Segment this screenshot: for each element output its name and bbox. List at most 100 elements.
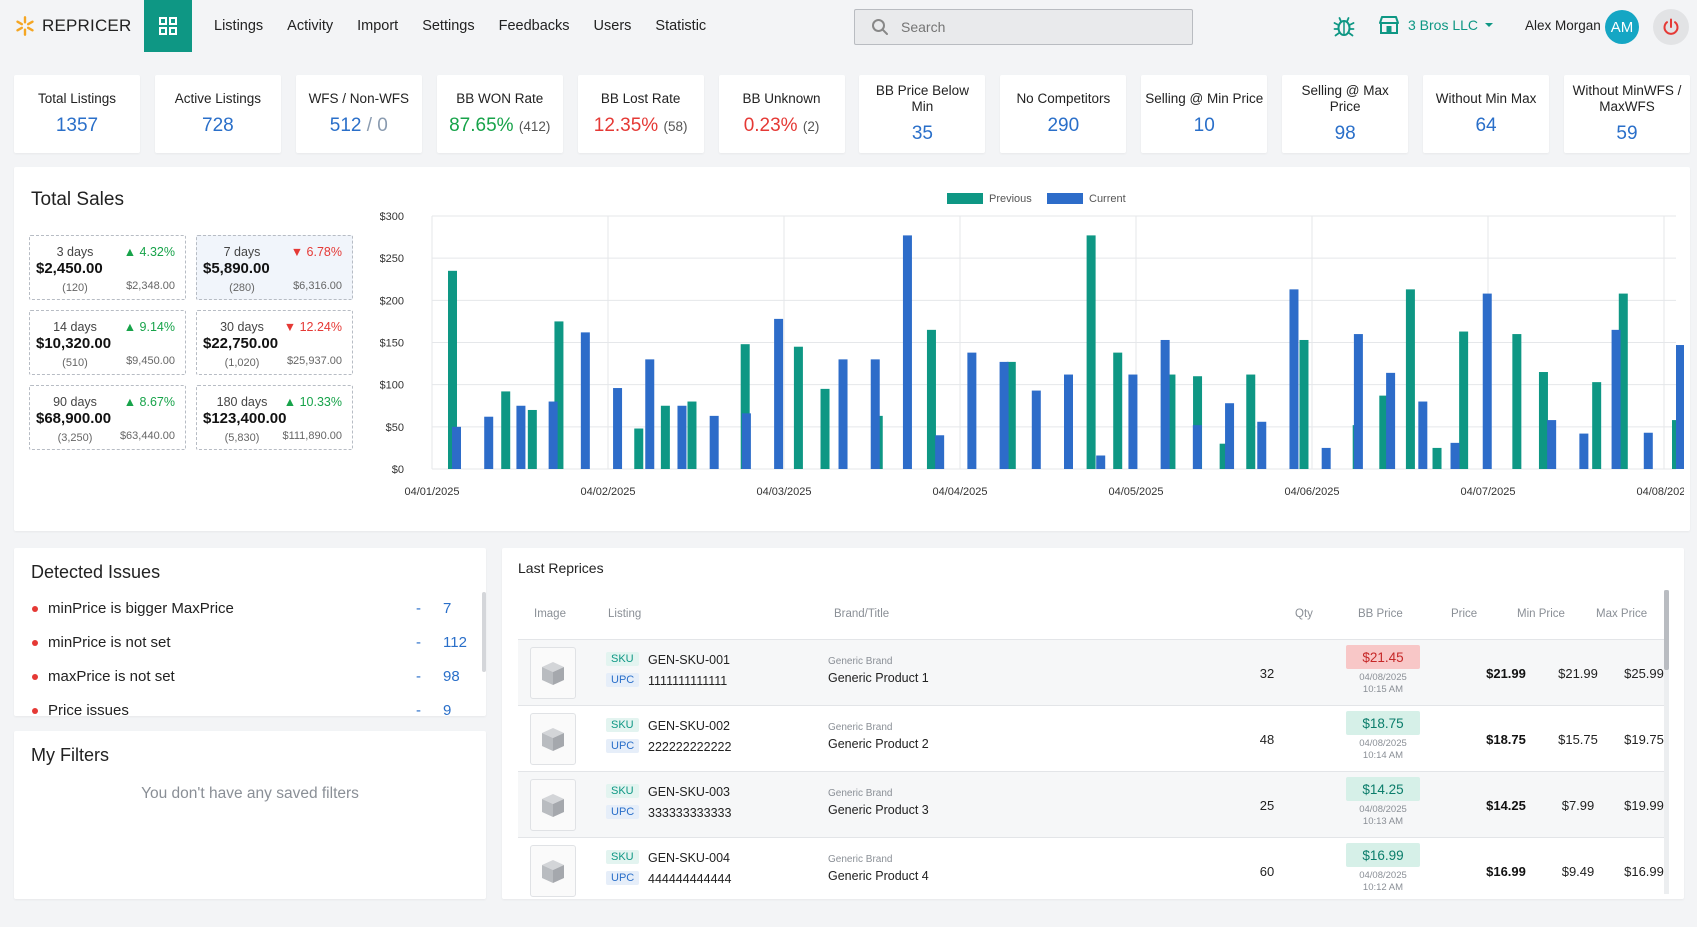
x-tick-label: 04/01/2025 bbox=[404, 486, 459, 498]
bb-price-badge: $16.99 bbox=[1346, 843, 1420, 867]
stat-without-minwfs-maxwfs[interactable]: Without MinWFS / MaxWFS 59 bbox=[1563, 75, 1690, 153]
sales-period-14-days[interactable]: 14 days ▲ 9.14% $10,320.00 (510) $9,450.… bbox=[29, 310, 186, 375]
nav-settings[interactable]: Settings bbox=[422, 18, 475, 34]
nav-feedbacks[interactable]: Feedbacks bbox=[498, 18, 570, 34]
nav-statistic[interactable]: Statistic bbox=[655, 18, 707, 34]
issue-separator: - bbox=[416, 634, 421, 651]
product-title[interactable]: Generic Product 1 bbox=[828, 671, 929, 685]
column-header-min-price[interactable]: Min Price bbox=[1517, 608, 1565, 620]
user-name[interactable]: Alex Morgan bbox=[1525, 18, 1601, 33]
stat-label: WFS / Non-WFS bbox=[308, 91, 410, 106]
issues-scrollbar[interactable] bbox=[482, 592, 486, 672]
period-count: (510) bbox=[62, 357, 88, 369]
product-title[interactable]: Generic Product 3 bbox=[828, 803, 929, 817]
bar-current bbox=[902, 235, 912, 469]
column-header-max-price[interactable]: Max Price bbox=[1596, 608, 1648, 620]
column-header-image[interactable]: Image bbox=[534, 608, 566, 620]
column-header-listing[interactable]: Listing bbox=[608, 608, 642, 620]
app-name: REPRICER bbox=[42, 16, 132, 35]
bar-current bbox=[999, 361, 1009, 469]
x-tick-label: 04/07/2025 bbox=[1460, 486, 1515, 498]
stat-without-min-max[interactable]: Without Min Max 64 bbox=[1423, 75, 1550, 153]
issue-item[interactable]: minPrice is bigger MaxPrice - 7 bbox=[32, 600, 472, 617]
bar-current bbox=[516, 405, 526, 469]
product-qty: 48 bbox=[1259, 732, 1275, 747]
avatar[interactable]: AM bbox=[1605, 10, 1639, 44]
product-qty: 25 bbox=[1259, 798, 1275, 813]
issue-item[interactable]: minPrice is not set - 112 bbox=[32, 634, 472, 651]
bar-previous bbox=[820, 388, 830, 469]
bar-current bbox=[935, 435, 945, 469]
dashboard-button[interactable] bbox=[144, 0, 192, 52]
stat-total-listings[interactable]: Total Listings 1357 bbox=[14, 75, 140, 153]
table-row[interactable]: SKU GEN-SKU-004 UPC 444444444444 Generic… bbox=[518, 837, 1664, 899]
sku-value[interactable]: GEN-SKU-003 bbox=[648, 785, 730, 799]
nav-listings[interactable]: Listings bbox=[214, 18, 264, 34]
stat-selling-at-max-price[interactable]: Selling @ Max Price 98 bbox=[1282, 75, 1409, 153]
bar-current bbox=[1353, 334, 1363, 469]
reprices-scrollbar-thumb[interactable] bbox=[1664, 590, 1669, 670]
bar-current bbox=[1289, 289, 1299, 469]
reprices-scrollbar-track[interactable] bbox=[1664, 590, 1669, 894]
upc-tag: UPC bbox=[606, 805, 640, 819]
column-header-bb-price[interactable]: BB Price bbox=[1358, 608, 1403, 620]
bar-previous bbox=[501, 391, 511, 469]
upc-value: 333333333333 bbox=[648, 806, 732, 820]
stat-bb-price-below-min[interactable]: BB Price Below Min 35 bbox=[859, 75, 986, 153]
sales-period-30-days[interactable]: 30 days ▼ 12.24% $22,750.00 (1,020) $25,… bbox=[196, 310, 353, 375]
stats-row: Total Listings 1357 Active Listings 728 … bbox=[14, 75, 1690, 153]
sku-value[interactable]: GEN-SKU-004 bbox=[648, 851, 730, 865]
nav-import[interactable]: Import bbox=[357, 18, 399, 34]
bug-icon[interactable] bbox=[1332, 15, 1356, 39]
company-selector[interactable]: 3 Bros LLC bbox=[1378, 15, 1494, 35]
logout-button[interactable] bbox=[1653, 9, 1689, 45]
issue-count[interactable]: 7 bbox=[443, 600, 452, 617]
stat-active-listings[interactable]: Active Listings 728 bbox=[154, 75, 281, 153]
stat-selling-at-min-price[interactable]: Selling @ Min Price 10 bbox=[1141, 75, 1268, 153]
my-filters-title: My Filters bbox=[31, 745, 109, 765]
issue-count[interactable]: 9 bbox=[443, 702, 452, 716]
stat-value: 728 bbox=[202, 115, 234, 136]
product-qty: 32 bbox=[1259, 666, 1275, 681]
table-row[interactable]: SKU GEN-SKU-003 UPC 333333333333 Generic… bbox=[518, 771, 1664, 837]
price-value: $21.99 bbox=[1486, 666, 1526, 681]
period-label: 30 days bbox=[220, 320, 264, 334]
issue-count[interactable]: 112 bbox=[443, 634, 467, 651]
column-header-qty[interactable]: Qty bbox=[1295, 608, 1313, 620]
sales-period-90-days[interactable]: 90 days ▲ 8.67% $68,900.00 (3,250) $63,4… bbox=[29, 385, 186, 450]
stat-bb-lost-rate[interactable]: BB Lost Rate 12.35% (58) bbox=[577, 75, 704, 153]
nav-users[interactable]: Users bbox=[593, 18, 632, 34]
nav-activity[interactable]: Activity bbox=[287, 18, 334, 34]
product-title[interactable]: Generic Product 4 bbox=[828, 869, 929, 883]
stat-bb-unknown[interactable]: BB Unknown 0.23% (2) bbox=[718, 75, 845, 153]
sales-bar-chart: $0 $50 $100 $150 $200 $250 $300 04/01/2025 04/02… bbox=[380, 193, 1684, 498]
table-row[interactable]: SKU GEN-SKU-002 UPC 222222222222 Generic… bbox=[518, 705, 1664, 771]
sku-value[interactable]: GEN-SKU-002 bbox=[648, 719, 730, 733]
bar-previous bbox=[1166, 374, 1176, 469]
column-header-price[interactable]: Price bbox=[1451, 608, 1478, 620]
issue-item[interactable]: maxPrice is not set - 98 bbox=[32, 668, 472, 685]
stat-bb-won-rate[interactable]: BB WON Rate 87.65% (412) bbox=[436, 75, 563, 153]
y-tick-label: $100 bbox=[380, 380, 404, 392]
stat-value: 10 bbox=[1193, 115, 1215, 136]
detected-issues-title: Detected Issues bbox=[31, 562, 161, 582]
search-input[interactable] bbox=[901, 19, 1161, 35]
bar-current bbox=[741, 413, 751, 469]
column-header-brand-title[interactable]: Brand/Title bbox=[834, 608, 890, 620]
issue-count[interactable]: 98 bbox=[443, 668, 460, 685]
sales-period-7-days[interactable]: 7 days ▼ 6.78% $5,890.00 (280) $6,316.00 bbox=[196, 235, 353, 300]
sku-value[interactable]: GEN-SKU-001 bbox=[648, 653, 730, 667]
sku-tag: SKU bbox=[606, 718, 639, 732]
table-row[interactable]: SKU GEN-SKU-001 UPC 1111111111111 Generi… bbox=[518, 639, 1664, 705]
sales-period-3-days[interactable]: 3 days ▲ 4.32% $2,450.00 (120) $2,348.00 bbox=[29, 235, 186, 300]
issue-item[interactable]: Price issues - 9 bbox=[32, 702, 472, 716]
period-previous-amount: $63,440.00 bbox=[119, 430, 175, 442]
stat-label: Without Min Max bbox=[1435, 91, 1537, 106]
bar-previous bbox=[1538, 372, 1548, 469]
product-title[interactable]: Generic Product 2 bbox=[828, 737, 929, 751]
sales-period-180-days[interactable]: 180 days ▲ 10.33% $123,400.00 (5,830) $1… bbox=[196, 385, 353, 450]
stat-label: No Competitors bbox=[1016, 91, 1111, 106]
stat-no-competitors[interactable]: No Competitors 290 bbox=[1000, 75, 1127, 153]
app-logo[interactable]: REPRICER bbox=[14, 15, 144, 37]
stat-wfs-non-wfs[interactable]: WFS / Non-WFS 512 / 0 bbox=[295, 75, 422, 153]
